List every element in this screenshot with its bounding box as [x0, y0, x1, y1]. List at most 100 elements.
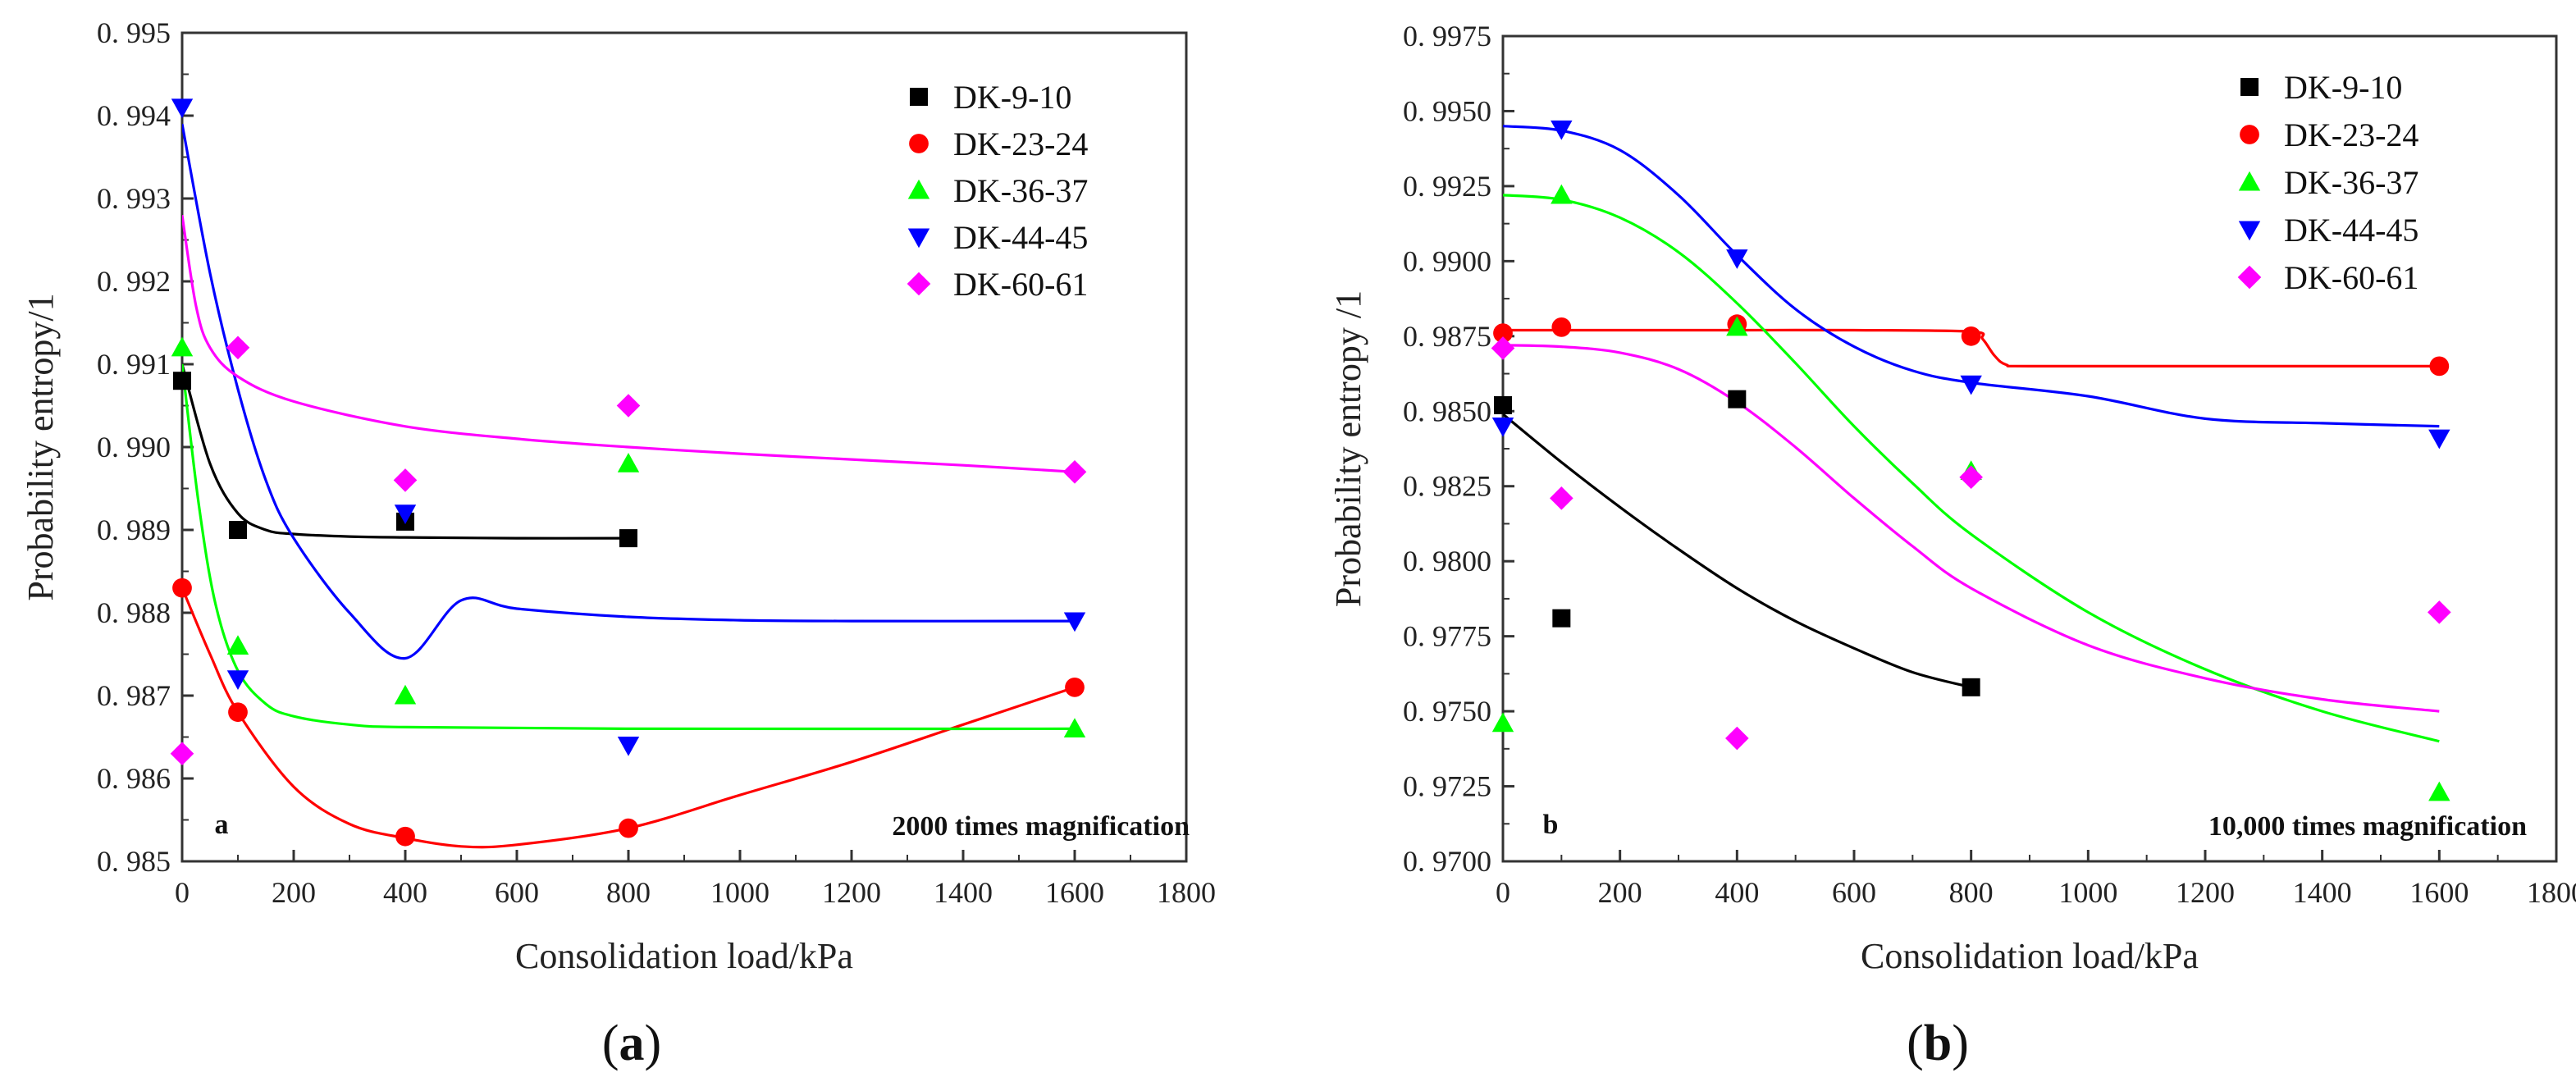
chart-panel-b: 0 200 400 600 800 1000 1200 1400 1600 1800 0. 9700… [1328, 20, 2576, 976]
y-tick-label: 0. 9700 [1403, 845, 1491, 878]
data-point-DK-36-37 [226, 635, 249, 655]
data-point-DK-9-10 [229, 521, 247, 539]
fit-curve-DK-44-45 [1503, 125, 2440, 428]
x-tick-label: 200 [1598, 876, 1642, 909]
y-tick-label: 0. 9750 [1403, 695, 1491, 728]
data-point-DK-60-61 [1491, 336, 1515, 360]
data-point-DK-60-61 [2428, 600, 2451, 624]
y-tick-label: 0. 9875 [1403, 320, 1491, 353]
y-tick-label: 0. 9825 [1403, 470, 1491, 503]
y-tick-label: 0. 9725 [1403, 770, 1491, 803]
legend-marker-DK-44-45 [2238, 221, 2261, 241]
legend-label-DK-44-45: DK-44-45 [2284, 212, 2418, 249]
data-point-DK-36-37 [617, 453, 640, 472]
fit-curve-DK-60-61 [1503, 344, 2440, 713]
y-axis-label: Probability entropy/1 [21, 293, 61, 600]
data-point-DK-23-24 [1065, 678, 1085, 697]
legend-marker-DK-9-10 [2240, 78, 2259, 96]
caption-b: (b) [1907, 1016, 1969, 1071]
y-tick-label: 0. 9950 [1403, 94, 1491, 127]
legend-label-DK-23-24: DK-23-24 [2284, 116, 2418, 153]
legend-marker-DK-36-37 [907, 179, 930, 199]
data-point-DK-36-37 [171, 336, 194, 357]
y-tick-label: 0. 986 [97, 762, 171, 795]
data-point-DK-60-61 [616, 394, 641, 418]
legend-label-DK-60-61: DK-60-61 [953, 266, 1088, 303]
data-point-DK-23-24 [1551, 317, 1572, 337]
legend-marker-DK-23-24 [909, 134, 929, 153]
x-tick-label: 200 [272, 876, 316, 909]
x-tick-label: 0 [175, 876, 190, 909]
fit-curve-DK-60-61 [182, 214, 1076, 473]
data-point-DK-23-24 [619, 818, 638, 838]
data-point-DK-23-24 [172, 577, 192, 598]
x-axis-label: Consolidation load/kPa [515, 936, 853, 976]
fit-curve-DK-36-37 [182, 363, 1076, 731]
legend-label-DK-60-61: DK-60-61 [2284, 259, 2418, 296]
legend-marker-DK-44-45 [907, 228, 930, 249]
x-tick-label: 1200 [822, 876, 881, 909]
data-point-DK-9-10 [1728, 390, 1747, 409]
fit-curve-DK-36-37 [1503, 194, 2440, 743]
x-tick-label: 0 [1496, 876, 1510, 909]
x-tick-label: 800 [606, 876, 651, 909]
data-point-DK-44-45 [394, 504, 417, 524]
data-point-DK-36-37 [1551, 184, 1573, 204]
data-point-DK-23-24 [228, 702, 248, 723]
x-tick-label: 400 [1715, 876, 1759, 909]
fit-curve-DK-23-24 [182, 587, 1076, 849]
y-tick-label: 0. 985 [97, 845, 171, 878]
y-tick-label: 0. 987 [97, 679, 171, 712]
data-point-DK-44-45 [1726, 249, 1748, 269]
legend-label-DK-36-37: DK-36-37 [953, 172, 1088, 209]
y-tick-label: 0. 995 [97, 16, 171, 49]
data-point-DK-9-10 [1494, 395, 1512, 414]
plot-frame [1501, 34, 2558, 863]
x-tick-label: 600 [495, 876, 539, 909]
x-tick-label: 1800 [1157, 876, 1216, 909]
data-point-DK-44-45 [1063, 612, 1086, 632]
fit-curve-DK-9-10 [1503, 413, 1972, 689]
y-tick-label: 0. 988 [97, 596, 171, 629]
x-axis-label: Consolidation load/kPa [1861, 936, 2199, 976]
y-axis-label: Probability entropy /1 [1328, 290, 1368, 607]
data-point-DK-44-45 [226, 670, 249, 690]
x-tick-label: 400 [383, 876, 427, 909]
data-point-DK-23-24 [2429, 356, 2450, 377]
y-tick-label: 0. 990 [97, 431, 171, 463]
data-point-DK-36-37 [1491, 712, 1514, 733]
panel-label: b [1543, 810, 1559, 840]
magnification-annotation: 2000 times magnification [892, 811, 1190, 842]
data-point-DK-44-45 [2428, 429, 2450, 450]
data-point-DK-23-24 [1493, 323, 1513, 344]
legend-label-DK-9-10: DK-9-10 [2284, 69, 2402, 106]
fit-curve-DK-9-10 [182, 363, 629, 540]
legend-label-DK-44-45: DK-44-45 [953, 219, 1088, 256]
data-point-DK-60-61 [170, 742, 194, 765]
y-tick-label: 0. 989 [97, 514, 171, 546]
y-tick-label: 0. 9900 [1403, 244, 1491, 277]
legend-marker-DK-36-37 [2238, 171, 2261, 191]
fit-curve-DK-23-24 [1503, 328, 2440, 368]
data-point-DK-44-45 [1491, 418, 1514, 437]
data-point-DK-60-61 [393, 468, 418, 492]
data-point-DK-23-24 [395, 826, 415, 847]
y-tick-label: 0. 9800 [1403, 545, 1491, 577]
x-tick-label: 1000 [2058, 876, 2117, 909]
legend-label-DK-9-10: DK-9-10 [953, 79, 1071, 116]
magnification-annotation: 10,000 times magnification [2208, 811, 2527, 842]
data-point-DK-60-61 [1725, 726, 1749, 751]
data-point-DK-44-45 [171, 98, 194, 119]
y-tick-label: 0. 9975 [1403, 20, 1491, 52]
x-tick-label: 600 [1832, 876, 1876, 909]
y-tick-label: 0. 992 [97, 265, 171, 298]
x-tick-label: 800 [1949, 876, 1994, 909]
legend-label-DK-36-37: DK-36-37 [2284, 164, 2418, 201]
x-tick-label: 1400 [2293, 876, 2352, 909]
data-point-DK-44-45 [1551, 120, 1573, 140]
legend-marker-DK-23-24 [2240, 125, 2259, 144]
data-point-DK-36-37 [1726, 316, 1748, 336]
legend-marker-DK-60-61 [907, 272, 931, 296]
y-tick-label: 0. 9775 [1403, 620, 1491, 653]
